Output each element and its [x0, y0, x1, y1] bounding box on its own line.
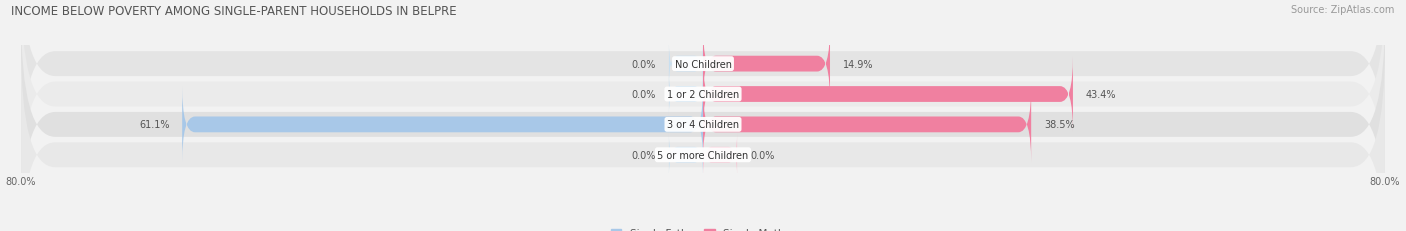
FancyBboxPatch shape	[703, 27, 830, 102]
Text: 14.9%: 14.9%	[842, 59, 873, 69]
FancyBboxPatch shape	[703, 133, 737, 177]
FancyBboxPatch shape	[21, 0, 1385, 203]
Text: No Children: No Children	[675, 59, 731, 69]
Text: Source: ZipAtlas.com: Source: ZipAtlas.com	[1291, 5, 1395, 15]
Text: 0.0%: 0.0%	[631, 90, 657, 100]
FancyBboxPatch shape	[669, 42, 703, 87]
FancyBboxPatch shape	[669, 72, 703, 117]
FancyBboxPatch shape	[703, 57, 1073, 132]
Text: 38.5%: 38.5%	[1045, 120, 1074, 130]
FancyBboxPatch shape	[669, 133, 703, 177]
Text: 0.0%: 0.0%	[631, 59, 657, 69]
Text: 5 or more Children: 5 or more Children	[658, 150, 748, 160]
FancyBboxPatch shape	[183, 87, 703, 162]
Text: 3 or 4 Children: 3 or 4 Children	[666, 120, 740, 130]
Text: 0.0%: 0.0%	[631, 150, 657, 160]
Legend: Single Father, Single Mother: Single Father, Single Mother	[610, 228, 796, 231]
FancyBboxPatch shape	[21, 46, 1385, 231]
Text: INCOME BELOW POVERTY AMONG SINGLE-PARENT HOUSEHOLDS IN BELPRE: INCOME BELOW POVERTY AMONG SINGLE-PARENT…	[11, 5, 457, 18]
FancyBboxPatch shape	[21, 16, 1385, 231]
FancyBboxPatch shape	[21, 0, 1385, 173]
Text: 43.4%: 43.4%	[1085, 90, 1116, 100]
Text: 61.1%: 61.1%	[139, 120, 169, 130]
FancyBboxPatch shape	[703, 87, 1031, 162]
Text: 1 or 2 Children: 1 or 2 Children	[666, 90, 740, 100]
Text: 0.0%: 0.0%	[749, 150, 775, 160]
